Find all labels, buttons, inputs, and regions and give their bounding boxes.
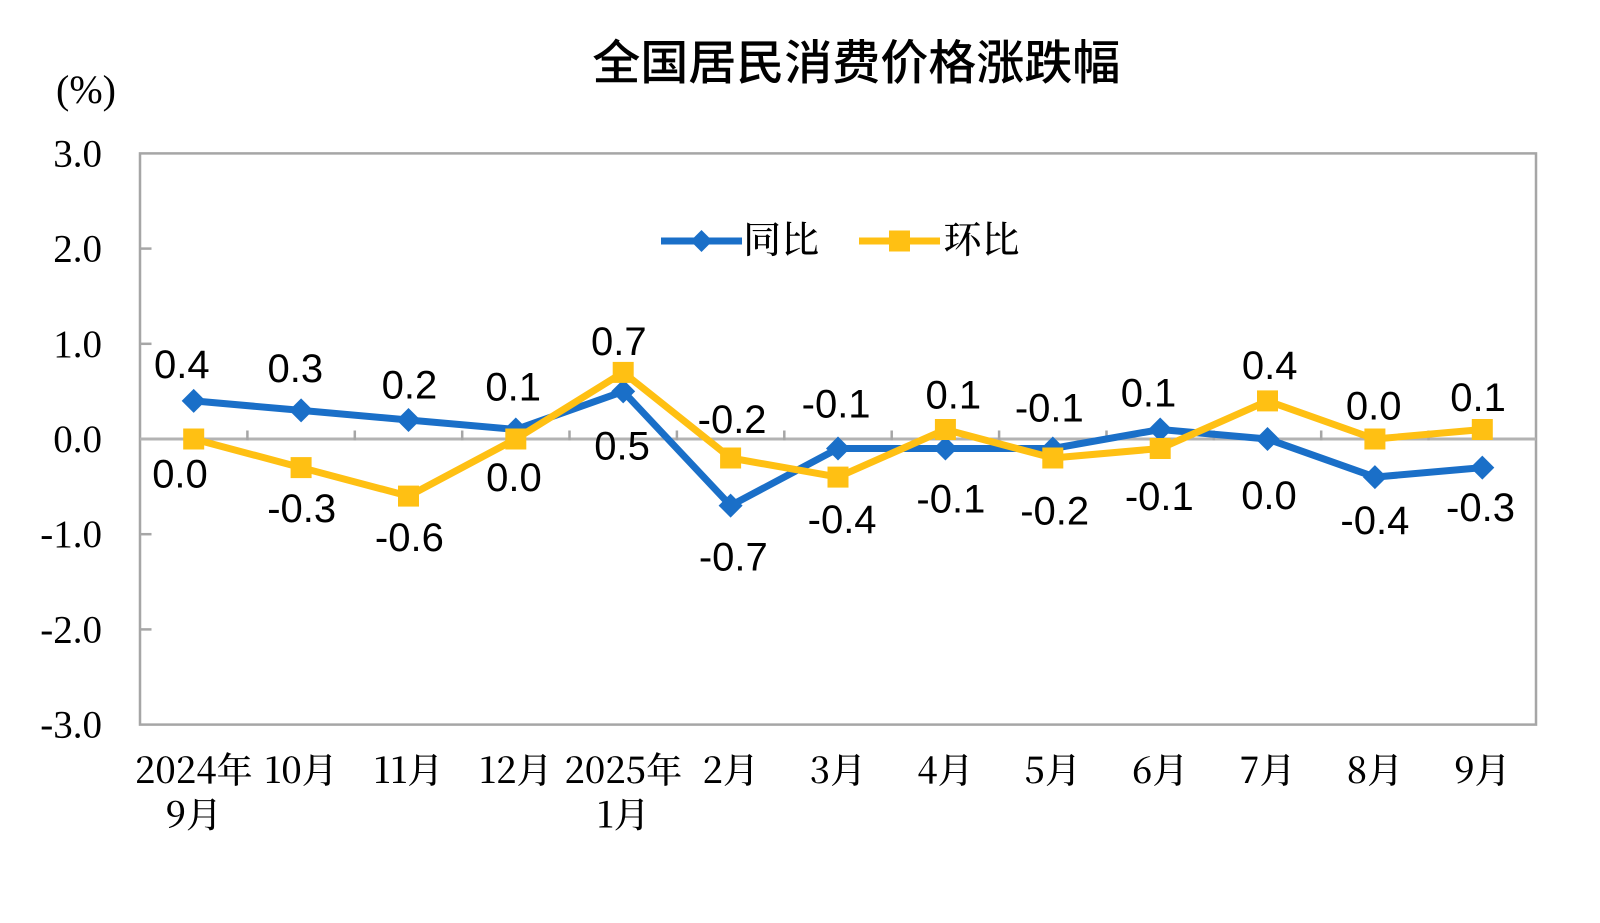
svg-text:0.7: 0.7 [591,320,647,364]
svg-text:0.5: 0.5 [594,424,650,468]
svg-text:(%): (%) [56,67,116,112]
svg-text:-3.0: -3.0 [40,704,102,747]
svg-text:0.0: 0.0 [152,453,208,497]
svg-text:-0.7: -0.7 [699,536,768,580]
svg-text:3.0: 3.0 [53,132,102,175]
svg-text:-0.4: -0.4 [808,498,877,542]
svg-text:-0.2: -0.2 [698,398,767,442]
svg-text:-0.4: -0.4 [1340,499,1409,543]
svg-text:0.0: 0.0 [1346,385,1402,429]
svg-text:0.1: 0.1 [1450,376,1506,420]
svg-text:0.0: 0.0 [53,418,102,461]
svg-text:0.4: 0.4 [154,343,210,387]
svg-text:-0.2: -0.2 [1020,489,1089,533]
svg-text:-0.3: -0.3 [267,487,336,531]
svg-text:-0.1: -0.1 [802,383,871,427]
svg-text:-0.3: -0.3 [1446,486,1515,530]
svg-text:-0.1: -0.1 [1125,475,1194,519]
svg-text:0.4: 0.4 [1242,344,1298,388]
svg-text:-2.0: -2.0 [40,608,102,651]
svg-text:-1.0: -1.0 [40,513,102,556]
svg-text:0.1: 0.1 [485,365,541,409]
svg-text:0.3: 0.3 [267,347,323,391]
svg-text:0.1: 0.1 [1121,371,1177,415]
svg-text:-0.1: -0.1 [1015,386,1084,430]
svg-text:0.2: 0.2 [382,363,438,407]
svg-text:0.0: 0.0 [1241,474,1297,518]
svg-text:1.0: 1.0 [53,323,102,366]
svg-text:0.1: 0.1 [925,374,981,418]
svg-text:2.0: 2.0 [53,228,102,271]
svg-text:-0.1: -0.1 [916,477,985,521]
svg-text:-0.6: -0.6 [375,516,444,560]
svg-text:0.0: 0.0 [486,456,542,500]
